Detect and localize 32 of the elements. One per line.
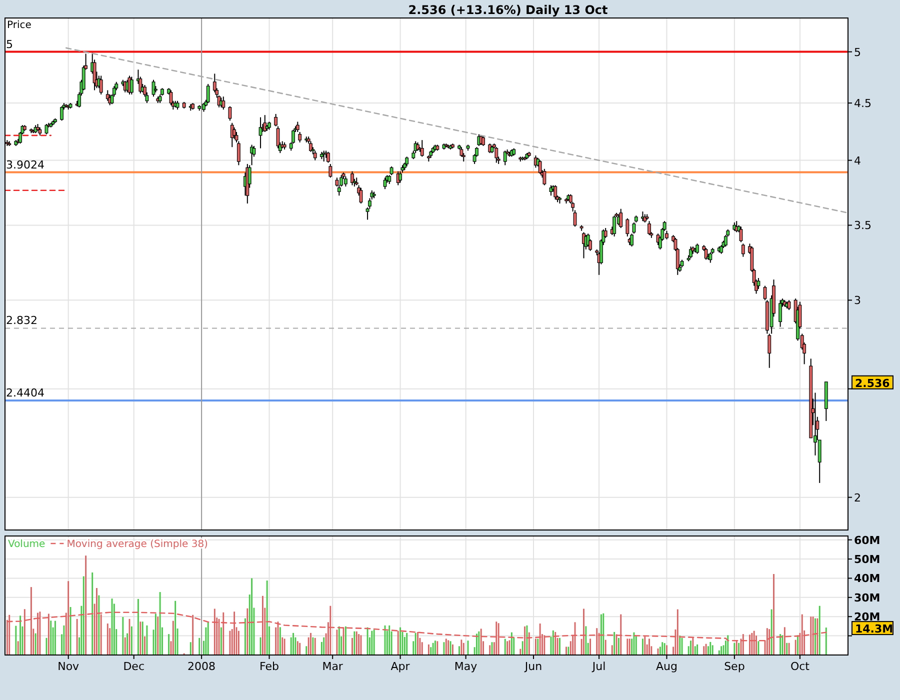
- x-tick-label: 2008: [188, 660, 216, 673]
- y-tick-label: 4.5: [854, 97, 872, 110]
- x-tick-label: Feb: [260, 660, 280, 673]
- annotation: 2.536: [855, 376, 890, 390]
- y-axis-title: Price: [7, 20, 32, 31]
- y-tick-label: 60M: [854, 534, 880, 547]
- x-tick-label: Dec: [123, 660, 144, 673]
- y-tick-label: 5: [854, 46, 861, 59]
- y-tick-label: 3: [854, 294, 861, 308]
- ref-line-label: 2.4404: [6, 386, 44, 400]
- x-tick-label: Sep: [724, 660, 745, 673]
- y-tick-label: 2: [854, 491, 861, 504]
- x-tick-label: Jul: [591, 660, 606, 673]
- chart-title: 2.536 (+13.16%) Daily 13 Oct: [408, 3, 608, 17]
- x-tick-label: Mar: [322, 660, 344, 673]
- y-tick-label: 30M: [854, 591, 880, 604]
- x-tick-label: Nov: [58, 660, 80, 673]
- x-tick-label: Apr: [390, 660, 410, 673]
- y-tick-label: 40M: [854, 572, 880, 586]
- ref-line-label: 5: [6, 38, 13, 51]
- x-tick-label: May: [454, 660, 478, 673]
- x-tick-label: Jun: [524, 660, 542, 673]
- y-tick-label: 4: [854, 154, 861, 168]
- x-tick-label: Aug: [656, 660, 678, 673]
- y-tick-label: 20M: [854, 610, 880, 624]
- text: Volume: [8, 539, 46, 550]
- annotation: 14.3M: [855, 622, 894, 636]
- y-tick-label: 3.5: [854, 219, 872, 232]
- ref-line-label: 3.9024: [6, 158, 44, 172]
- ref-line-label: 2.832: [6, 314, 38, 328]
- y-tick-label: 50M: [854, 553, 880, 566]
- x-tick-label: Oct: [790, 660, 810, 673]
